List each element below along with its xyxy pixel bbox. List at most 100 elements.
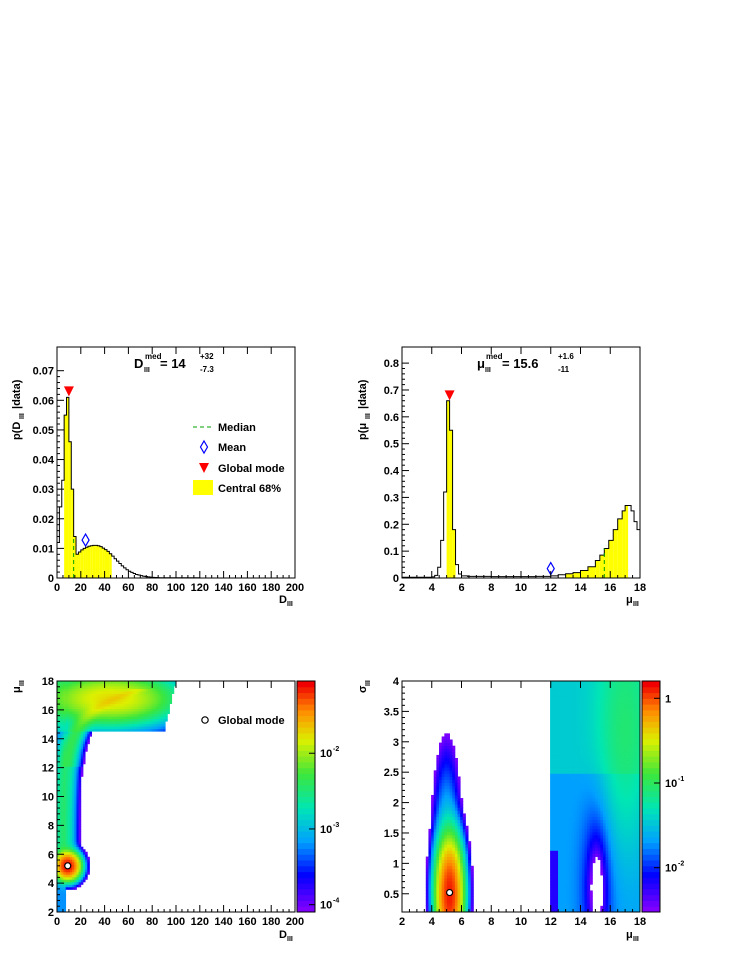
heatmap-cell [67, 854, 71, 858]
heatmap-cell [597, 825, 601, 830]
heatmap-cell [72, 681, 75, 684]
heatmap-cell [63, 909, 67, 913]
heatmap-cell [454, 902, 458, 907]
heatmap-cell [576, 884, 580, 888]
heatmap-cell [616, 782, 620, 787]
heatmap-cell [465, 908, 469, 913]
heatmap-cell [78, 738, 82, 742]
heatmap-cell [608, 745, 612, 750]
heatmap-cell [436, 887, 440, 891]
heatmap-cell [165, 718, 168, 722]
heatmap-cell [454, 884, 458, 888]
heatmap-cell [104, 701, 108, 704]
heatmap-cell [589, 788, 593, 793]
heatmap-cell [613, 893, 617, 897]
heatmap-cell [555, 881, 559, 885]
heatmap-cell [87, 866, 90, 870]
heatmap-cell [76, 879, 80, 883]
heatmap-cell [128, 691, 131, 694]
heatmap-cell [428, 862, 432, 867]
heatmap-cell [74, 681, 77, 684]
heatmap-cell [592, 711, 596, 716]
heatmap-cell [61, 696, 64, 699]
heatmap-cell [154, 718, 157, 722]
heatmap-cell [150, 698, 153, 702]
heatmap-cell [85, 721, 88, 725]
heatmap-cell [67, 786, 71, 790]
heatmap-cell [444, 905, 448, 910]
heatmap-cell [439, 754, 443, 759]
heatmap-cell [610, 822, 614, 827]
heatmap-cell [65, 876, 69, 880]
heatmap-cell [573, 717, 577, 722]
heatmap-cell [65, 786, 69, 790]
heatmap-cell [147, 711, 151, 715]
heatmap-cell [449, 767, 453, 771]
heatmap-cell [616, 801, 620, 805]
heatmap-cell [581, 822, 585, 827]
heatmap-cell [608, 764, 612, 768]
heatmap-cell [584, 838, 588, 842]
heatmap-cell [563, 705, 567, 710]
heatmap-cell [98, 708, 101, 712]
heatmap-cell [431, 865, 435, 870]
heatmap-cell [560, 751, 564, 756]
heatmap-cell [439, 871, 443, 876]
heatmap-cell [584, 761, 588, 765]
heatmap-cell [558, 816, 562, 820]
colorbar-cell [297, 883, 315, 890]
heatmap-cell [452, 838, 456, 842]
heatmap-cell [65, 836, 69, 840]
heatmap-cell [72, 713, 75, 717]
heatmap-cell [610, 810, 614, 814]
heatmap-cell [121, 691, 125, 694]
heatmap-cell [61, 886, 64, 890]
heatmap-cell [608, 856, 612, 861]
heatmap-cell [72, 881, 75, 885]
heatmap-cell [613, 751, 617, 756]
heatmap-cell [558, 884, 562, 888]
heatmap-cell [613, 788, 617, 793]
heatmap-cell [152, 698, 155, 702]
heatmap-cell [550, 893, 554, 897]
heatmap-cell [595, 838, 599, 842]
heatmap-cell [555, 871, 559, 876]
heatmap-cell [141, 688, 144, 692]
heatmap-cell [560, 865, 564, 870]
heatmap-cell [600, 825, 604, 830]
heatmap-cell [80, 856, 84, 860]
heatmap-cell [457, 819, 461, 824]
heatmap-cell [597, 804, 601, 808]
heatmap-cell [132, 723, 136, 727]
heatmap-cell [126, 681, 129, 684]
heatmap-cell [558, 893, 562, 897]
heatmap-cell [57, 834, 60, 838]
heatmap-cell [61, 746, 64, 750]
heatmap-cell [470, 868, 474, 873]
heatmap-cell [584, 782, 588, 787]
heatmap-cell [137, 686, 140, 689]
heatmap-cell [130, 728, 134, 732]
heatmap-cell [563, 681, 567, 685]
heatmap-cell [454, 785, 458, 790]
heatmap-cell [61, 836, 64, 840]
heatmap-cell [441, 878, 445, 882]
heatmap-cell [581, 690, 585, 694]
y-tick-label: 0 [48, 573, 54, 585]
heatmap-cell [605, 825, 609, 830]
heatmap-cell [72, 756, 75, 760]
heatmap-cell [439, 819, 443, 824]
heatmap-cell [568, 699, 572, 703]
heatmap-cell [134, 721, 138, 725]
heatmap-cell [156, 691, 160, 694]
heatmap-cell [63, 806, 67, 810]
heatmap-cell [63, 758, 67, 762]
heatmap-cell [589, 767, 593, 771]
heatmap-cell [592, 819, 596, 824]
heatmap-cell [80, 771, 84, 775]
heatmap-cell [106, 693, 110, 697]
heatmap-cell [600, 702, 604, 707]
heatmap-cell [597, 779, 601, 784]
heatmap-cell [460, 871, 464, 876]
heatmap-cell [74, 819, 77, 823]
